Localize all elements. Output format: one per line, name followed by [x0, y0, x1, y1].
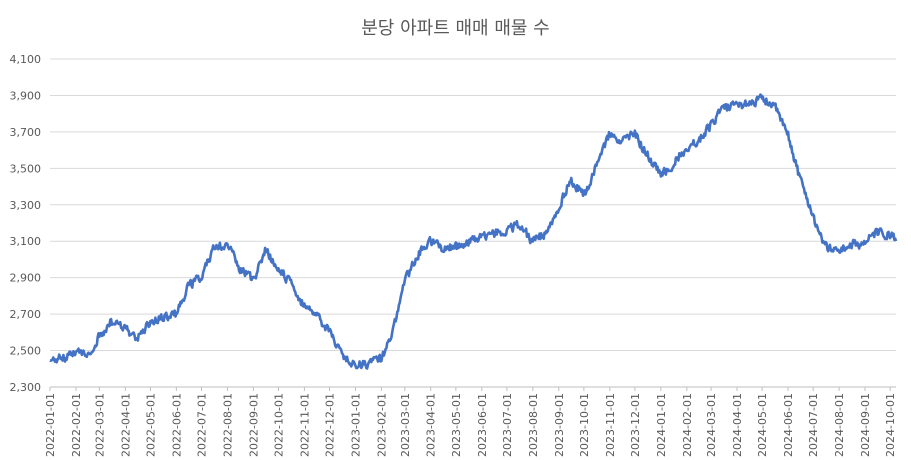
- x-tick-label: 2022-08-01: [221, 393, 234, 457]
- y-tick-label: 2,300: [10, 381, 42, 394]
- x-tick-label: 2024-10-01: [884, 393, 897, 457]
- x-tick-label: 2023-01-01: [349, 393, 362, 457]
- y-tick-label: 4,100: [10, 53, 42, 66]
- x-tick-label: 2024-03-01: [705, 393, 718, 457]
- x-tick-label: 2022-05-01: [144, 393, 157, 457]
- x-tick-label: 2022-03-01: [93, 393, 106, 457]
- y-tick-label: 2,700: [10, 308, 42, 321]
- x-tick-label: 2024-08-01: [833, 393, 846, 457]
- x-tick-label: 2022-09-01: [247, 393, 260, 457]
- x-tick-label: 2024-04-01: [731, 393, 744, 457]
- x-tick-label: 2022-02-01: [70, 393, 83, 457]
- y-tick-label: 2,500: [10, 345, 42, 358]
- x-tick-label: 2022-04-01: [119, 393, 132, 457]
- x-tick-label: 2022-12-01: [323, 393, 336, 457]
- x-tick-label: 2024-09-01: [859, 393, 872, 457]
- x-tick-label: 2023-12-01: [629, 393, 642, 457]
- x-tick-label: 2023-03-01: [399, 393, 412, 457]
- x-tick-label: 2024-01-01: [655, 393, 668, 457]
- x-tick-label: 2023-11-01: [604, 393, 617, 457]
- x-tick-label: 2022-01-01: [44, 393, 57, 457]
- chart-title: 분당 아파트 매매 매물 수: [361, 18, 550, 39]
- x-tick-label: 2023-05-01: [450, 393, 463, 457]
- series-layer: [49, 93, 898, 370]
- y-tick-label: 3,100: [10, 235, 42, 248]
- x-tick-label: 2023-04-01: [425, 393, 438, 457]
- x-tick-label: 2022-10-01: [272, 393, 285, 457]
- x-tick-label: 2022-11-01: [298, 393, 311, 457]
- x-tick-label: 2024-07-01: [807, 393, 820, 457]
- x-tick-label: 2022-06-01: [170, 393, 183, 457]
- x-tick-label: 2023-09-01: [553, 393, 566, 457]
- x-tick-label: 2024-02-01: [681, 393, 694, 457]
- x-tick-label: 2023-10-01: [578, 393, 591, 457]
- y-tick-label: 3,900: [10, 89, 42, 102]
- x-tick-label: 2023-06-01: [476, 393, 489, 457]
- series-line: [49, 93, 898, 370]
- y-tick-label: 3,500: [10, 162, 42, 175]
- x-axis-ticks: 2022-01-01 2022-02-01 2022-03-01 2022-04-01…: [44, 387, 897, 457]
- y-tick-label: 3,700: [10, 126, 42, 139]
- y-tick-label: 3,300: [10, 199, 42, 212]
- x-tick-label: 2023-07-01: [501, 393, 514, 457]
- y-tick-label: 2,900: [10, 272, 42, 285]
- x-tick-label: 2024-05-01: [756, 393, 769, 457]
- x-tick-label: 2023-08-01: [527, 393, 540, 457]
- x-tick-label: 2023-02-01: [375, 393, 388, 457]
- gridlines: [50, 58, 896, 388]
- y-axis-ticks: 2,300 2,500 2,700 2,900 3,100 3,300 3,500 3,700…: [10, 53, 42, 394]
- x-tick-label: 2024-06-01: [782, 393, 795, 457]
- x-tick-label: 2022-07-01: [195, 393, 208, 457]
